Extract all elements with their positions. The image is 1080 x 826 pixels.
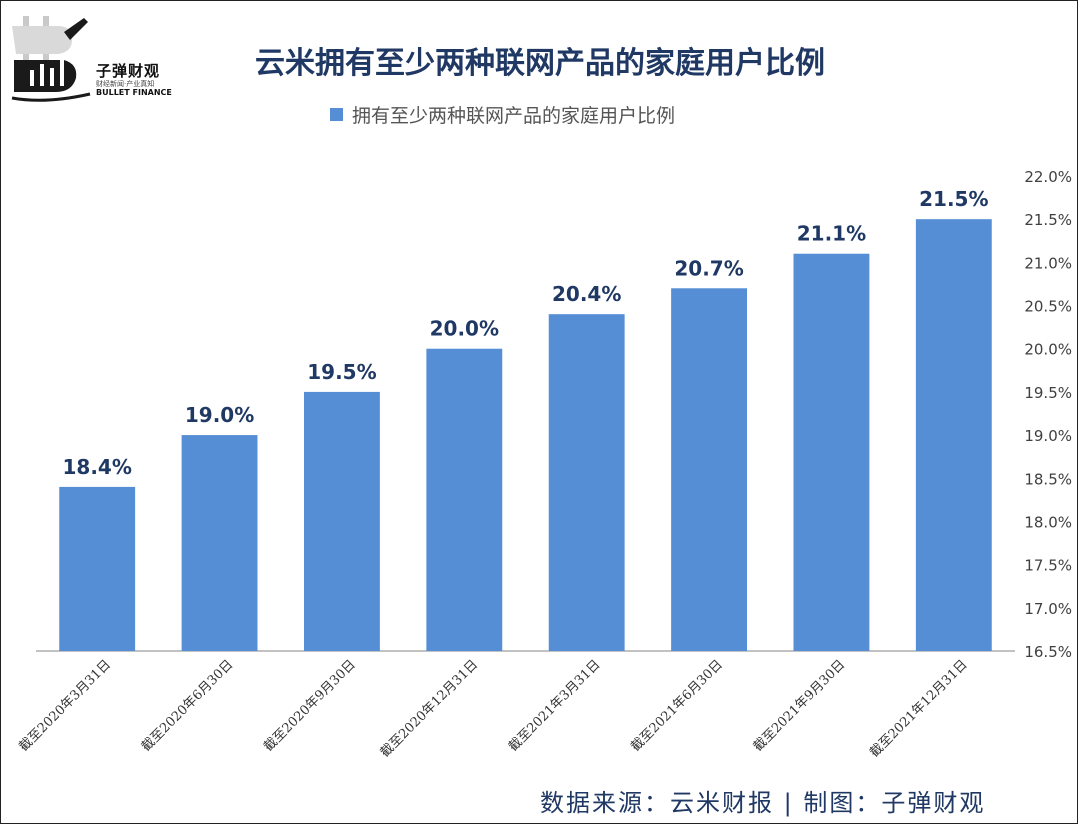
bar: [548, 314, 625, 651]
logo-english: BULLET FINANCE: [96, 88, 172, 97]
y-tick-label: 18.5%: [1024, 470, 1072, 488]
data-source-note: 数据来源：云米财报 | 制图：子弹财观: [540, 789, 986, 817]
x-tick-label: 截至2020年3月31日: [17, 657, 115, 755]
y-tick-label: 18.0%: [1024, 513, 1072, 531]
data-label: 20.4%: [552, 282, 621, 306]
y-tick-label: 19.0%: [1024, 427, 1072, 445]
y-tick-label: 21.5%: [1024, 211, 1072, 229]
chart-title: 云米拥有至少两种联网产品的家庭用户比例: [255, 46, 825, 81]
data-label: 18.4%: [62, 455, 131, 479]
bar: [671, 288, 747, 651]
y-tick-label: 22.0%: [1024, 168, 1072, 186]
bullet-finance-logo: 子弹财观 财经新闻·产业真知 BULLET FINANCE: [6, 8, 176, 104]
legend-swatch: [330, 107, 343, 121]
data-label: 21.1%: [797, 222, 866, 246]
bar: [181, 435, 258, 651]
data-label: 19.0%: [185, 403, 254, 427]
y-tick-label: 21.0%: [1024, 254, 1072, 272]
bar: [304, 391, 380, 651]
data-label: 20.0%: [430, 317, 499, 341]
y-tick-label: 20.0%: [1024, 341, 1072, 359]
legend-label: 拥有至少两种联网产品的家庭用户比例: [352, 104, 676, 127]
x-tick-label: 截至2021年12月31日: [867, 657, 970, 760]
x-tick-label: 截至2021年6月30日: [628, 657, 726, 755]
logo-tagline: 财经新闻·产业真知: [96, 80, 155, 88]
bar: [915, 219, 992, 651]
y-tick-label: 16.5%: [1024, 643, 1072, 661]
y-tick-label: 17.5%: [1024, 557, 1072, 575]
logo-mark-icon: [11, 16, 91, 102]
data-label: 20.7%: [674, 256, 743, 280]
data-label: 21.5%: [919, 187, 988, 211]
bar: [793, 253, 870, 651]
legend: 拥有至少两种联网产品的家庭用户比例: [330, 100, 675, 128]
x-tick-label: 截至2020年6月30日: [139, 657, 237, 755]
bar: [426, 348, 503, 651]
logo-name: 子弹财观: [96, 62, 161, 80]
x-tick-label: 截至2020年9月30日: [261, 657, 359, 755]
bar: [59, 486, 136, 651]
x-tick-label: 截至2021年9月30日: [751, 657, 849, 755]
y-tick-label: 20.5%: [1024, 298, 1072, 316]
data-label: 19.5%: [307, 360, 376, 384]
x-tick-label: 截至2020年12月31日: [378, 657, 481, 760]
y-tick-label: 19.5%: [1024, 384, 1072, 402]
x-tick-label: 截至2021年3月31日: [506, 657, 604, 755]
y-tick-label: 17.0%: [1024, 600, 1072, 618]
